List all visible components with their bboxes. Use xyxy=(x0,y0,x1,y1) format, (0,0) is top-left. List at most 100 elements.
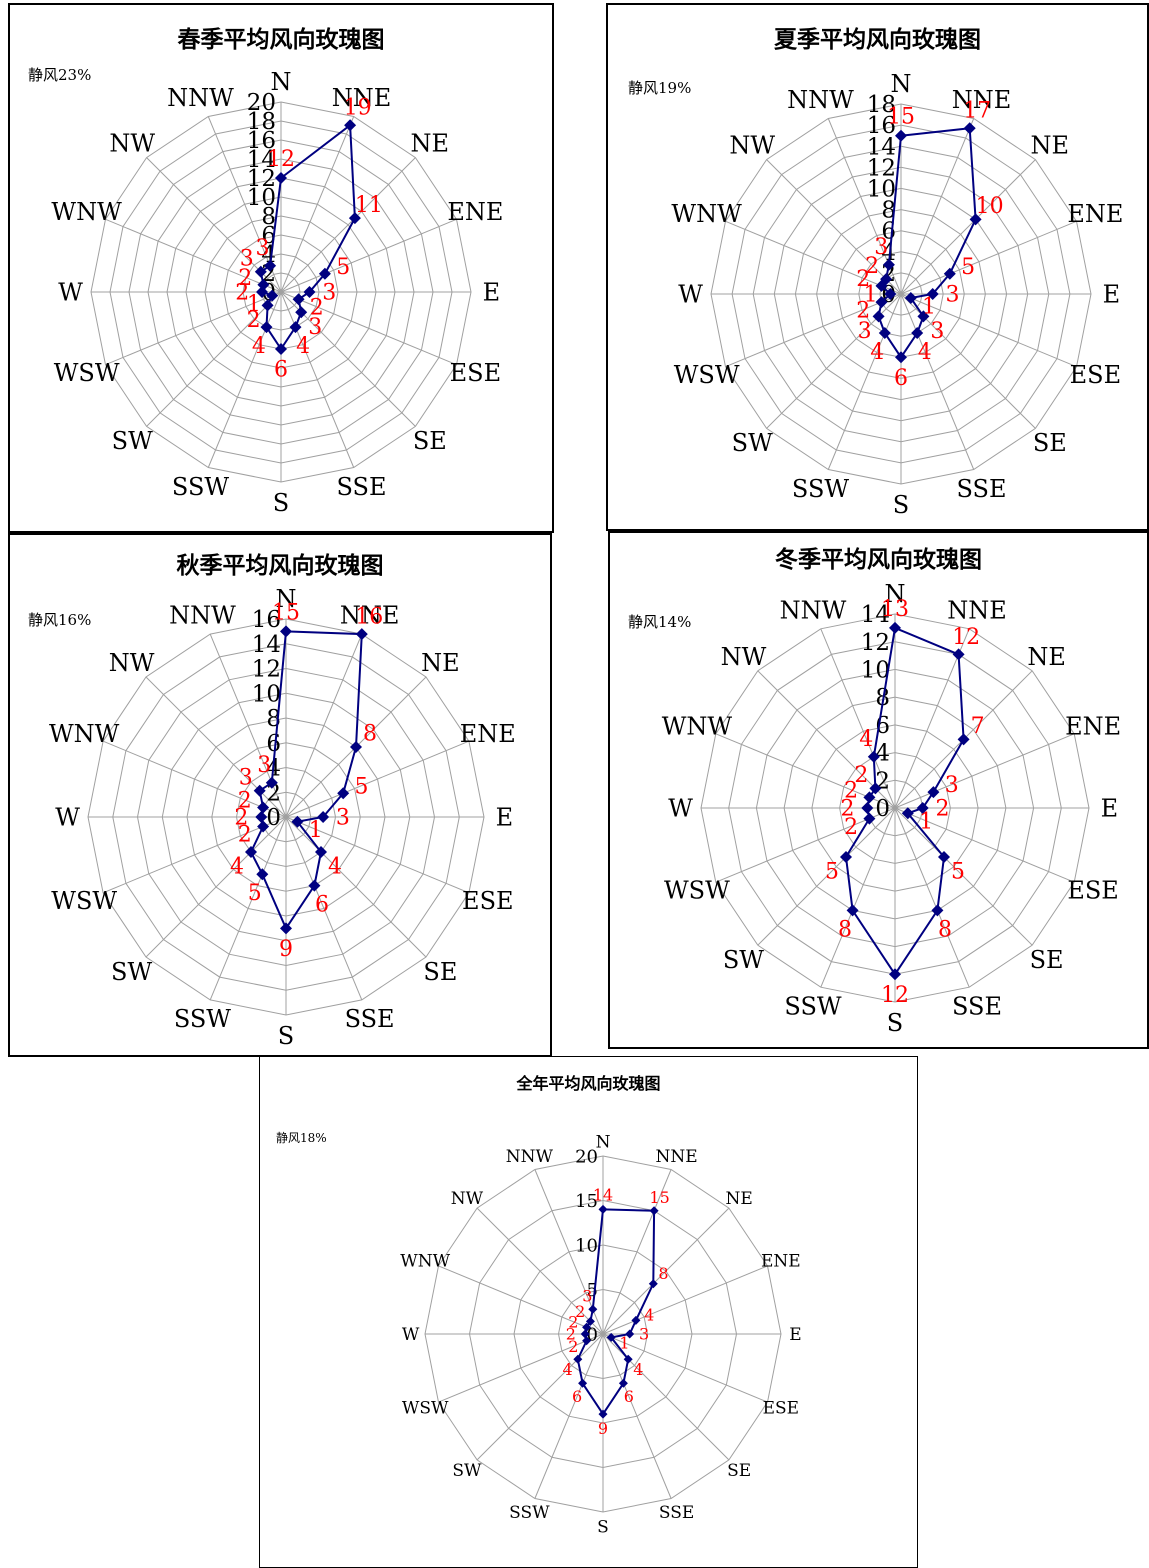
data-point-sse xyxy=(289,321,302,334)
data-point-ne xyxy=(350,741,362,753)
radial-tick-label: 16 xyxy=(247,128,276,154)
radial-tick-label: 6 xyxy=(266,731,281,757)
value-label-s: 9 xyxy=(598,1419,608,1438)
direction-label: SSW xyxy=(509,1503,550,1523)
direction-label: SW xyxy=(732,429,773,457)
value-label-w: 2 xyxy=(841,797,855,822)
value-label-wsw: 2 xyxy=(568,1337,578,1356)
grid-spoke xyxy=(102,740,287,818)
data-point-se xyxy=(315,846,327,858)
data-point-ese xyxy=(901,807,914,820)
value-label-nnw: 3 xyxy=(582,1287,592,1306)
grid-spoke xyxy=(757,670,896,809)
direction-label: ESE xyxy=(462,887,513,915)
data-point-e xyxy=(317,811,330,823)
data-point-sw xyxy=(261,299,274,312)
summer-rose-panel: 夏季平均风向玫瑰图静风19%024681012141618NNNENEENEEE… xyxy=(606,3,1149,531)
value-label-nw: 3 xyxy=(240,247,254,272)
direction-label: ESE xyxy=(1067,876,1118,904)
data-point-ene xyxy=(943,267,956,280)
grid-spoke xyxy=(602,1333,672,1499)
direction-label: W xyxy=(402,1325,420,1345)
data-point-s xyxy=(889,968,901,981)
radial-tick-label: 10 xyxy=(247,185,276,211)
direction-label: WNW xyxy=(49,720,120,748)
grid-spoke xyxy=(280,116,355,293)
direction-label: SSW xyxy=(792,475,849,503)
radial-tick-label: 8 xyxy=(881,198,896,224)
grid-spoke xyxy=(715,807,896,883)
direction-label: W xyxy=(678,280,703,308)
data-point-ene xyxy=(927,786,940,799)
value-label-wsw: 1 xyxy=(247,292,261,317)
grid-spoke xyxy=(820,807,896,988)
direction-label: WSW xyxy=(664,876,730,904)
grid-spoke xyxy=(602,1333,730,1461)
direction-label: NE xyxy=(411,130,450,158)
grid-spoke xyxy=(602,1207,730,1335)
data-point-nw xyxy=(585,1316,595,1326)
grid-spoke xyxy=(280,291,457,366)
direction-label: N xyxy=(885,580,906,608)
radial-tick-label: 20 xyxy=(247,90,276,116)
data-point-nne xyxy=(344,119,357,132)
grid-spoke xyxy=(757,807,896,946)
data-point-wsw xyxy=(863,812,876,825)
radial-tick-label: 15 xyxy=(575,1191,598,1212)
calm-wind-label: 静风14% xyxy=(628,613,691,631)
data-point-ene xyxy=(318,267,331,280)
value-label-ssw: 8 xyxy=(838,917,852,942)
chart-title: 春季平均风向玫瑰图 xyxy=(177,26,385,53)
value-label-nnw: 3 xyxy=(256,236,270,261)
direction-label: SSE xyxy=(659,1503,694,1523)
value-label-e: 3 xyxy=(336,806,350,831)
radial-tick-label: 0 xyxy=(875,796,890,822)
data-point-nw xyxy=(253,784,266,797)
value-label-ne: 8 xyxy=(658,1264,668,1283)
value-label-e: 2 xyxy=(936,797,950,822)
value-label-sw: 3 xyxy=(858,319,872,344)
direction-label: N xyxy=(276,585,297,613)
data-point-se xyxy=(623,1354,633,1364)
data-point-ese xyxy=(292,293,305,306)
grid-spoke xyxy=(715,733,896,809)
grid-spoke xyxy=(105,291,282,366)
grid-spoke xyxy=(725,293,902,368)
direction-label: ENE xyxy=(1065,712,1121,740)
direction-label: SE xyxy=(423,958,457,986)
value-label-sse: 6 xyxy=(315,893,329,918)
radial-tick-label: 14 xyxy=(247,147,276,173)
spring-rose-panel: 春季平均风向玫瑰图 静风23% 0 2 4 6 8 10 12 14 16 18 20 N NNE NE ENE… xyxy=(8,3,554,533)
value-label-nne: 16 xyxy=(355,605,383,630)
data-point-nw xyxy=(869,782,882,795)
direction-label: NNW xyxy=(506,1147,554,1167)
data-point-se xyxy=(917,310,930,323)
value-label-ene: 5 xyxy=(336,255,350,280)
value-label-s: 6 xyxy=(274,358,288,383)
direction-label: E xyxy=(483,278,501,306)
data-point-ne xyxy=(348,212,361,225)
value-label-nw: 2 xyxy=(865,254,879,279)
value-label-ssw: 4 xyxy=(252,334,266,359)
grid-spoke xyxy=(534,1333,604,1499)
data-point-ne xyxy=(957,733,970,746)
grid-spoke xyxy=(285,816,470,894)
direction-label: ENE xyxy=(447,198,503,226)
data-point-ese xyxy=(606,1332,616,1342)
direction-label: W xyxy=(55,803,80,831)
radial-tick-label: 14 xyxy=(861,602,890,628)
direction-label: WSW xyxy=(402,1399,449,1419)
value-label-ese: 2 xyxy=(310,296,324,321)
data-point-s xyxy=(895,351,907,364)
direction-label: E xyxy=(1101,794,1119,822)
direction-label: W xyxy=(58,278,83,306)
data-point-sw xyxy=(573,1354,583,1364)
value-label-se: 4 xyxy=(328,855,342,880)
direction-label: NE xyxy=(725,1189,752,1209)
radial-tick-label: 20 xyxy=(575,1146,598,1167)
direction-label: SE xyxy=(1030,946,1064,974)
data-point-ene xyxy=(337,787,350,800)
direction-label: SW xyxy=(112,427,153,455)
data-point-ssw xyxy=(256,868,269,881)
direction-label: NNW xyxy=(167,84,234,112)
